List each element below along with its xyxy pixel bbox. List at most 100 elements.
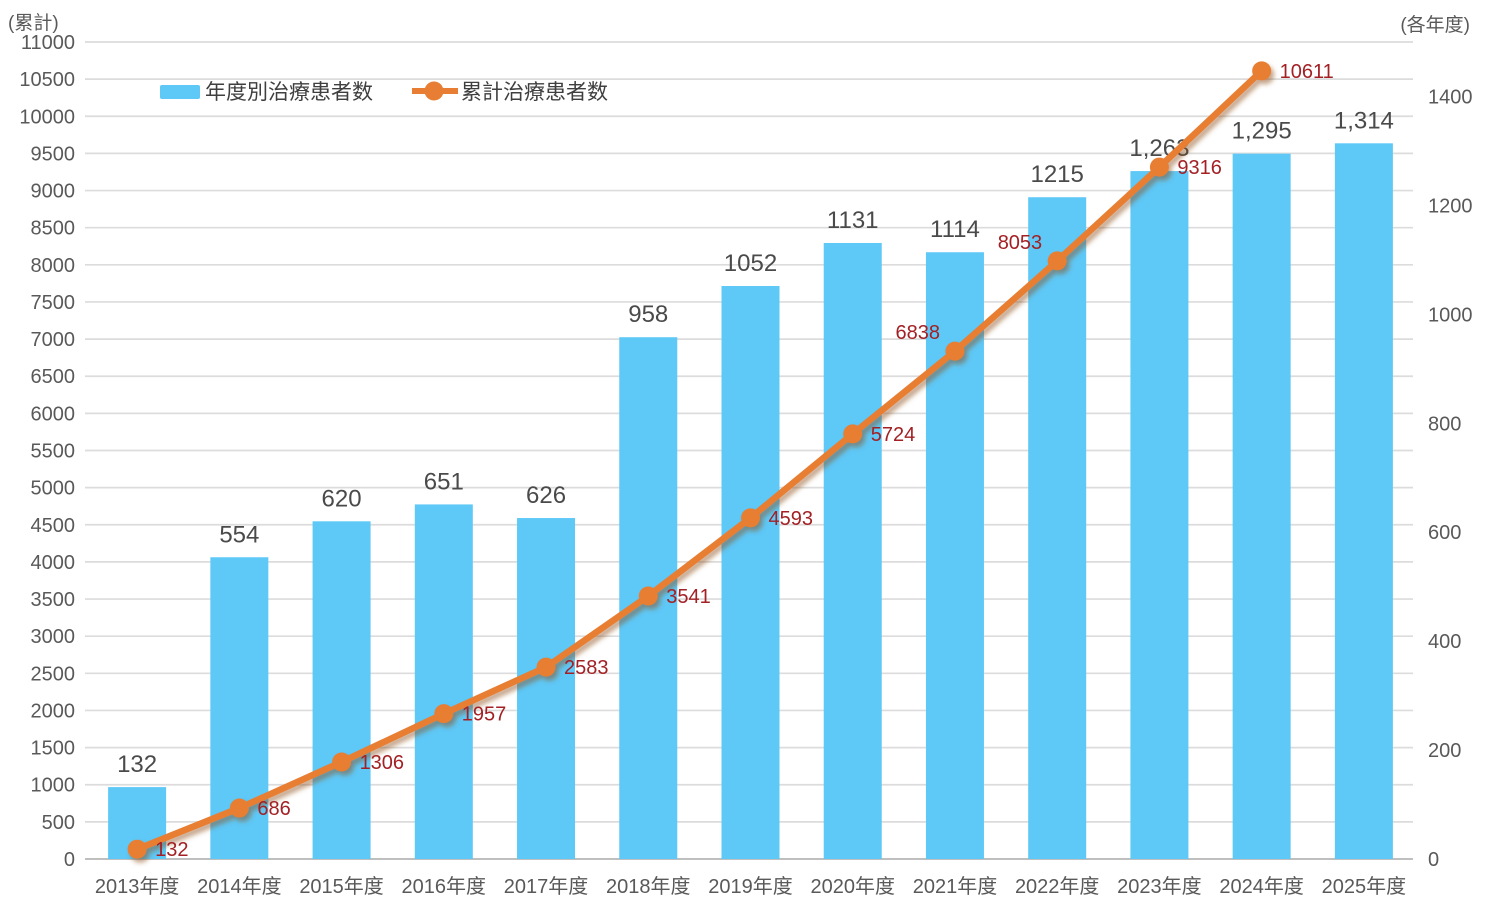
right-axis-label-600: 600 <box>1428 522 1461 544</box>
bar-2016 <box>414 504 473 859</box>
bar-value-label-2014: 554 <box>219 521 259 548</box>
bar-value-label-2017: 626 <box>526 482 566 509</box>
left-axis-label-500: 500 <box>42 812 75 834</box>
x-axis-label-2016: 2016年度 <box>402 875 487 898</box>
bar-2023 <box>1130 171 1189 859</box>
x-axis-label-2024: 2024年度 <box>1219 875 1304 898</box>
x-axis-label-2019: 2019年度 <box>708 875 793 898</box>
line-value-label-2017: 2583 <box>564 657 609 679</box>
line-marker-2022 <box>1047 251 1067 271</box>
line-marker-2023 <box>1149 157 1169 177</box>
left-axis-label-8000: 8000 <box>31 255 76 277</box>
left-axis-title: (累計) <box>8 12 59 34</box>
left-axis-label-10000: 10000 <box>19 106 75 128</box>
bar-value-label-2024: 1,295 <box>1232 118 1292 145</box>
left-axis-label-5000: 5000 <box>31 478 76 500</box>
left-axis-label-2000: 2000 <box>31 700 76 722</box>
bar-2019 <box>721 286 780 859</box>
line-value-label-2024: 10611 <box>1280 61 1334 83</box>
line-value-label-2021: 6838 <box>895 322 940 344</box>
x-axis-label-2021: 2021年度 <box>913 875 998 898</box>
line-marker-2020 <box>843 424 863 444</box>
x-axis-label-2023: 2023年度 <box>1117 875 1202 898</box>
right-axis-label-1200: 1200 <box>1428 195 1473 217</box>
left-axis-label-4000: 4000 <box>31 552 76 574</box>
cumulative-line <box>133 67 1265 853</box>
right-axis-label-400: 400 <box>1428 631 1461 653</box>
line-value-label-2016: 1957 <box>462 704 507 726</box>
line-marker-2024 <box>1252 61 1272 81</box>
x-axis-label-2015: 2015年度 <box>299 875 384 898</box>
bar-2025 <box>1334 143 1393 860</box>
line-value-label-2019: 4593 <box>769 508 814 530</box>
bar-2024 <box>1232 153 1291 859</box>
x-axis-labels: 2013年度 2014年度 2015年度 2016年度 2017年度 2018年度 2019… <box>95 875 1406 898</box>
line-value-label-2020: 5724 <box>871 424 916 446</box>
bar-value-label-2019: 1052 <box>724 250 777 277</box>
bar-value-label-2020: 1131 <box>827 207 879 234</box>
legend-line-label: 累計治療患者数 <box>461 81 608 104</box>
bar-value-label-2016: 651 <box>424 468 464 495</box>
line-marker-2015 <box>332 752 352 772</box>
bar-series <box>108 143 1393 860</box>
cumulative-line-series <box>127 61 1272 859</box>
left-axis-label-7500: 7500 <box>31 292 76 314</box>
left-axis-label-0: 0 <box>64 849 75 871</box>
left-axis-label-10500: 10500 <box>19 69 75 91</box>
left-axis-label-8500: 8500 <box>31 218 76 240</box>
bar-2015 <box>312 521 371 859</box>
x-axis-label-2014: 2014年度 <box>197 875 282 898</box>
line-value-labels: 132 686 1306 1957 2583 3541 4593 5724 6838 8053 93… <box>155 61 1334 861</box>
line-value-label-2013: 132 <box>155 839 188 861</box>
x-axis-label-2013: 2013年度 <box>95 875 180 898</box>
legend-bar-swatch <box>160 85 200 99</box>
bar-value-label-2021: 1114 <box>930 216 980 243</box>
left-axis-label-11000: 11000 <box>21 32 75 54</box>
legend-line-marker-icon <box>424 81 444 101</box>
x-axis-label-2020: 2020年度 <box>810 875 895 898</box>
bar-value-label-2013: 132 <box>117 751 157 778</box>
left-axis-labels: 0 500 1000 1500 2000 2500 3000 3500 4000 4500 5000… <box>19 32 75 871</box>
left-axis-label-3000: 3000 <box>31 626 76 648</box>
right-axis-labels: 0 200 400 600 800 1000 1200 1400 <box>1428 86 1473 871</box>
x-axis-label-2018: 2018年度 <box>606 875 691 898</box>
right-axis-label-1000: 1000 <box>1428 304 1473 326</box>
x-axis-label-2022: 2022年度 <box>1015 875 1100 898</box>
right-axis-label-800: 800 <box>1428 413 1461 435</box>
line-value-label-2015: 1306 <box>360 752 405 774</box>
line-marker-2019 <box>741 508 760 528</box>
right-axis-label-0: 0 <box>1428 849 1439 871</box>
left-axis-label-1500: 1500 <box>31 738 76 760</box>
left-axis-label-3500: 3500 <box>31 589 76 611</box>
line-marker-2018 <box>638 586 658 606</box>
left-axis-label-4500: 4500 <box>31 515 76 537</box>
line-value-label-2014: 686 <box>257 798 290 820</box>
left-axis-label-1000: 1000 <box>31 775 76 797</box>
line-marker-2014 <box>229 798 249 818</box>
x-axis-label-2025: 2025年度 <box>1322 875 1407 898</box>
bar-value-label-2022: 1215 <box>1030 161 1083 188</box>
line-marker-2017 <box>536 657 556 677</box>
line-value-label-2022: 8053 <box>998 232 1043 254</box>
left-axis-label-6000: 6000 <box>31 403 76 425</box>
left-axis-label-6500: 6500 <box>31 366 76 388</box>
left-axis-label-5500: 5500 <box>31 441 76 463</box>
x-axis-label-2017: 2017年度 <box>504 875 589 898</box>
legend: 年度別治療患者数 累計治療患者数 <box>160 81 608 104</box>
bar-value-label-2025: 1,314 <box>1334 107 1394 134</box>
line-marker-2016 <box>434 704 454 724</box>
line-marker-2013 <box>127 839 147 859</box>
bar-value-label-2015: 620 <box>322 485 362 512</box>
bar-2022 <box>1028 197 1087 860</box>
bar-2017 <box>517 518 576 859</box>
left-axis-label-7000: 7000 <box>31 329 76 351</box>
bar-2020 <box>823 242 882 859</box>
line-marker-2021 <box>945 341 965 361</box>
right-axis-label-1400: 1400 <box>1428 86 1473 108</box>
right-axis-title: (各年度) <box>1400 14 1470 36</box>
line-value-label-2023: 9316 <box>1177 157 1222 179</box>
left-axis-label-9000: 9000 <box>31 181 76 203</box>
left-axis-label-2500: 2500 <box>31 663 76 685</box>
